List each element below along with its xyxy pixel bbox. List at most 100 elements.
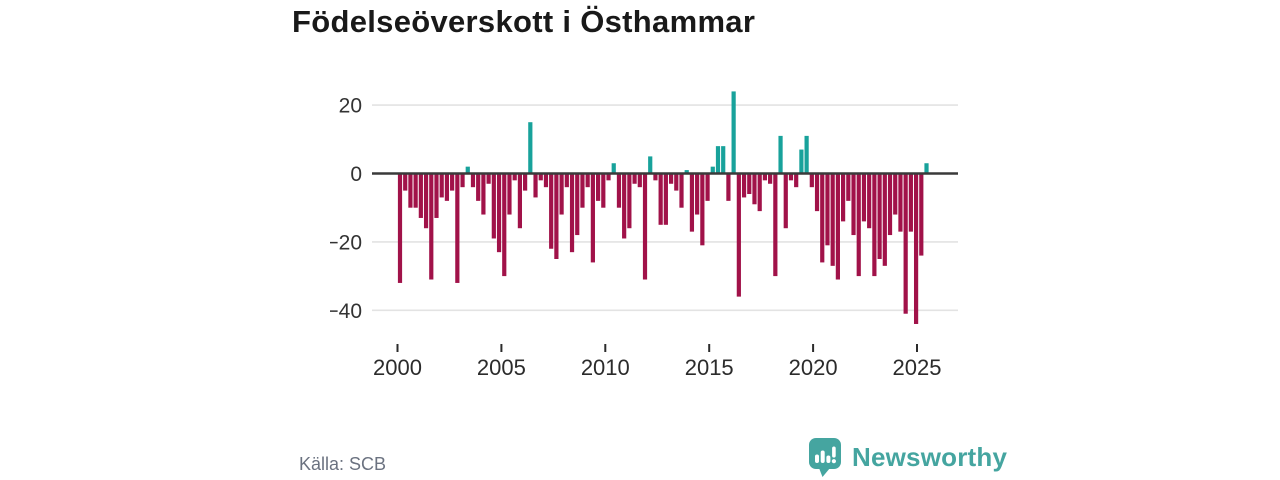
bar [439, 173, 444, 198]
bar [517, 173, 522, 229]
bar [757, 173, 762, 212]
bar [851, 173, 856, 236]
bar [861, 173, 867, 222]
bar [564, 173, 569, 188]
chart-area: 20 0 −20 −40 2000 2005 2010 2015 2020 2025 [326, 75, 990, 405]
bar [736, 173, 741, 297]
bar [903, 173, 908, 314]
birth-surplus-chart: 20 0 −20 −40 2000 2005 2010 2015 2020 2025 [326, 91, 958, 380]
bar [762, 173, 768, 181]
bar [616, 173, 622, 208]
bar [637, 173, 642, 188]
newsworthy-logo: Newsworthy [808, 437, 1007, 477]
bar [549, 173, 554, 249]
x-tick-label: 2015 [685, 355, 734, 380]
bar [444, 173, 450, 201]
bar [653, 173, 658, 181]
bar [397, 173, 403, 283]
bar [585, 173, 590, 188]
bar [481, 173, 486, 215]
bar [778, 135, 783, 174]
bar [679, 173, 684, 208]
bar [543, 173, 549, 188]
bar [773, 173, 778, 277]
bar [919, 173, 924, 256]
bar [804, 135, 809, 174]
bar [606, 173, 611, 181]
bar [705, 173, 710, 201]
bar [465, 166, 470, 174]
bar [460, 173, 465, 188]
bar [663, 173, 668, 225]
y-tick-label: 0 [350, 163, 362, 186]
bar [418, 173, 423, 218]
bar [882, 173, 887, 266]
bar [689, 173, 695, 232]
bar [580, 173, 585, 208]
bar [595, 173, 601, 201]
bar [867, 173, 872, 229]
bar [872, 173, 877, 277]
bar [413, 173, 418, 208]
bar [674, 173, 679, 191]
bar [700, 173, 705, 246]
bar [486, 173, 491, 184]
bar [913, 173, 919, 324]
bar [476, 173, 481, 201]
bar [835, 173, 840, 280]
bar [809, 173, 814, 188]
bar [788, 173, 794, 181]
y-tick-label: −20 [330, 231, 362, 254]
bar [814, 173, 820, 212]
bar [658, 173, 663, 225]
bar [768, 173, 773, 184]
bar [627, 173, 632, 229]
bar [825, 173, 830, 246]
x-tick-label: 2000 [373, 355, 422, 380]
bar [538, 173, 543, 181]
bar [668, 173, 674, 184]
bar [569, 173, 575, 253]
bar [496, 173, 502, 253]
bar [715, 146, 721, 174]
bar [590, 173, 595, 263]
bar [622, 173, 627, 239]
newsworthy-logo-text: Newsworthy [852, 441, 1008, 472]
bar [747, 173, 752, 195]
bar [893, 173, 898, 215]
bar [403, 173, 408, 191]
bar [408, 173, 413, 208]
bar [721, 146, 726, 174]
source-label: Källa: SCB [299, 454, 387, 474]
bar [820, 173, 825, 263]
bar [611, 163, 616, 174]
bar [684, 170, 689, 174]
bar [491, 173, 496, 239]
bar [695, 173, 700, 215]
bar [423, 173, 429, 229]
bar [601, 173, 606, 208]
y-tick-label: −40 [330, 300, 362, 323]
bar [429, 173, 434, 280]
x-tick-label: 2005 [477, 355, 526, 380]
bar [533, 173, 538, 198]
chart-title: Födelseöverskott i Östhammar [292, 4, 756, 39]
bar [726, 173, 731, 201]
bar [841, 173, 846, 222]
bar [710, 166, 715, 174]
bar [434, 173, 439, 218]
bar [799, 149, 804, 174]
bar [554, 173, 559, 259]
bar [856, 173, 861, 277]
bar [450, 173, 455, 191]
bar [507, 173, 512, 215]
bar [642, 173, 648, 280]
bar [455, 173, 460, 283]
bar [575, 173, 580, 236]
bar [559, 173, 564, 215]
bar [502, 173, 507, 277]
bar [512, 173, 517, 181]
bar [528, 122, 533, 174]
bar [924, 163, 929, 174]
bar [741, 173, 747, 198]
